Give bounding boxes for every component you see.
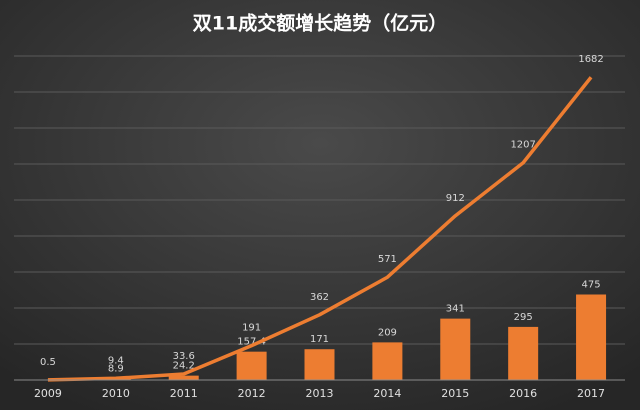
x-tick-label: 2015: [441, 387, 469, 400]
bar: [236, 351, 267, 380]
bar: [508, 326, 539, 380]
line-value-label: 571: [378, 254, 397, 265]
x-tick-label: 2009: [34, 387, 62, 400]
x-tick-label: 2016: [509, 387, 537, 400]
bar-value-label: 24.2: [173, 361, 195, 372]
bar-value-label: 157.4: [237, 337, 266, 348]
x-tick-label: 2010: [102, 387, 130, 400]
bar: [372, 342, 403, 380]
bar: [576, 294, 607, 380]
bar: [440, 318, 471, 380]
line-value-label: 362: [310, 292, 329, 303]
bar-value-label: 8.9: [108, 363, 124, 374]
line-value-label: 1682: [578, 54, 603, 65]
bar-value-label: 209: [378, 327, 397, 338]
bar: [168, 375, 199, 380]
line-value-label: 912: [446, 193, 465, 204]
x-tick-label: 2017: [577, 387, 605, 400]
x-tick-label: 2013: [306, 387, 334, 400]
bar-value-label: 295: [514, 312, 533, 323]
bar: [304, 349, 335, 380]
line: [47, 76, 593, 382]
bar-value-label: 171: [310, 334, 329, 345]
chart-title: 双11成交额增长趋势（亿元）: [193, 12, 447, 35]
bar-value-label: 475: [582, 280, 601, 291]
line-value-label: 1207: [510, 140, 535, 151]
x-tick-label: 2012: [238, 387, 266, 400]
x-tick-label: 2011: [170, 387, 198, 400]
bar-value-label: 341: [446, 304, 465, 315]
line-value-label: 0.5: [40, 357, 56, 368]
line-value-label: 9.4: [108, 355, 124, 366]
line-value-label: 191: [242, 323, 261, 334]
line-value-label: 33.6: [173, 351, 195, 362]
x-tick-label: 2014: [373, 387, 401, 400]
